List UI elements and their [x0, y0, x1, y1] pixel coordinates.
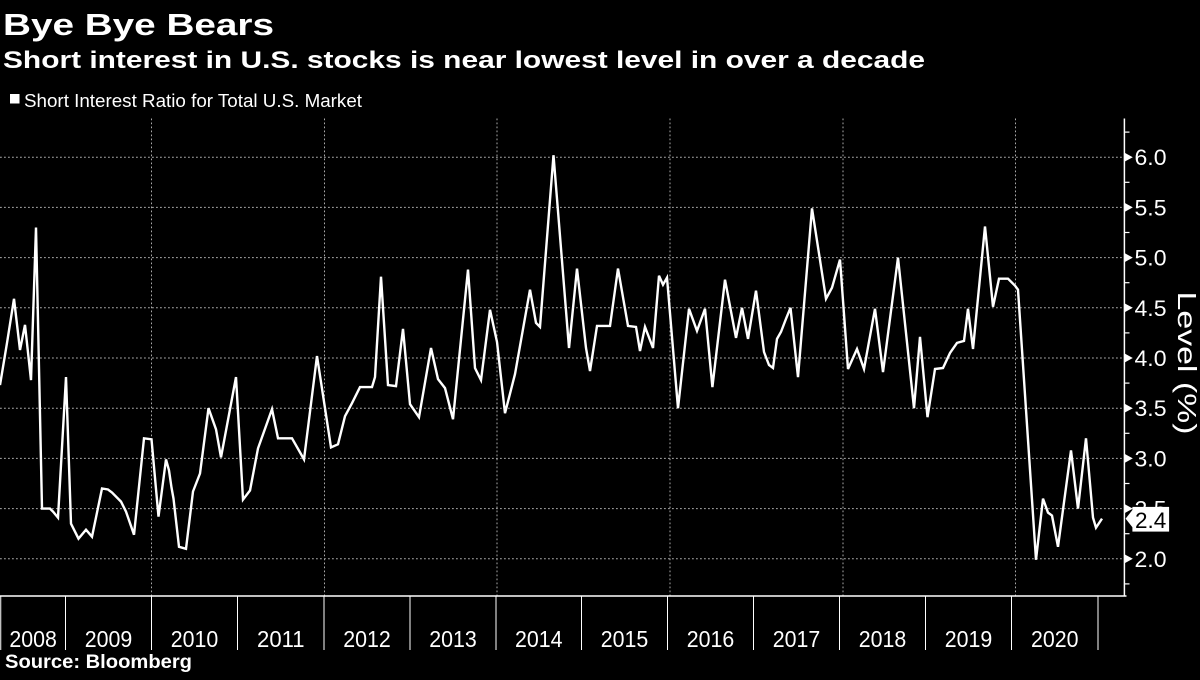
- svg-text:2019: 2019: [945, 626, 993, 652]
- svg-text:Level (%): Level (%): [1172, 292, 1200, 435]
- svg-text:2009: 2009: [85, 626, 133, 652]
- svg-text:5.0: 5.0: [1135, 246, 1167, 271]
- svg-text:2012: 2012: [343, 626, 391, 652]
- svg-text:4.5: 4.5: [1135, 296, 1167, 321]
- svg-text:2008: 2008: [9, 626, 57, 652]
- svg-text:2017: 2017: [773, 626, 821, 652]
- svg-text:2014: 2014: [515, 626, 563, 652]
- svg-text:2.0: 2.0: [1135, 547, 1167, 572]
- svg-text:2.4: 2.4: [1135, 508, 1166, 533]
- svg-text:3.0: 3.0: [1135, 446, 1167, 471]
- svg-text:6.0: 6.0: [1135, 145, 1167, 170]
- svg-text:3.5: 3.5: [1135, 396, 1167, 421]
- svg-text:2015: 2015: [601, 626, 649, 652]
- svg-text:5.5: 5.5: [1135, 195, 1167, 220]
- svg-text:4.0: 4.0: [1135, 346, 1167, 371]
- svg-text:Bye Bye Bears: Bye Bye Bears: [3, 7, 274, 42]
- svg-text:2010: 2010: [171, 626, 219, 652]
- svg-text:2011: 2011: [257, 626, 305, 652]
- svg-text:Short interest in U.S. stocks: Short interest in U.S. stocks is near lo…: [3, 47, 925, 74]
- svg-text:Short Interest Ratio for Total: Short Interest Ratio for Total U.S. Mark…: [24, 90, 362, 111]
- svg-text:2018: 2018: [859, 626, 907, 652]
- svg-text:2013: 2013: [429, 626, 477, 652]
- svg-text:Source: Bloomberg: Source: Bloomberg: [5, 652, 192, 673]
- svg-text:2016: 2016: [687, 626, 735, 652]
- svg-text:2020: 2020: [1031, 626, 1079, 652]
